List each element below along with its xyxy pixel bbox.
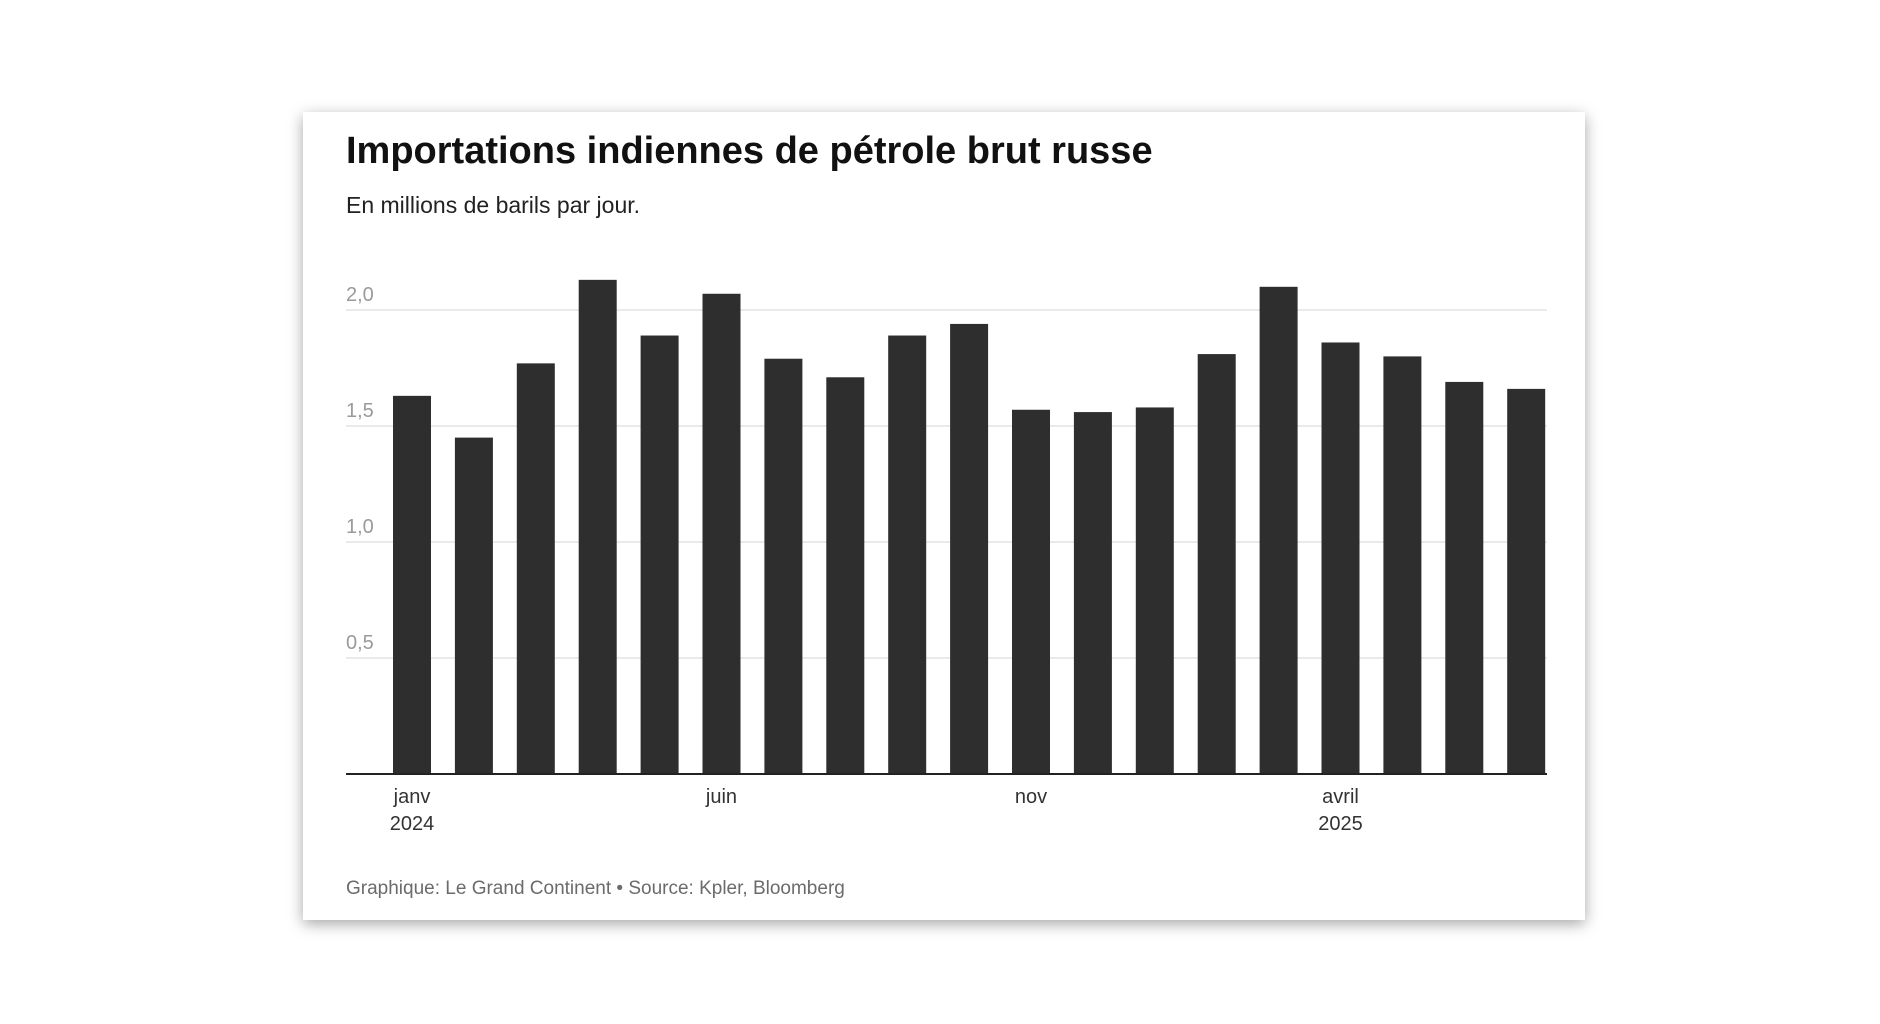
x-tick-label: juin (705, 786, 737, 808)
bar-2024-06 (702, 293, 741, 774)
bar-2024-03 (516, 363, 555, 774)
x-tick-label: nov (1015, 786, 1047, 808)
bar-chart: 0,5 1,0 1,5 2,0 janv 2024 juin nov avril 2025 (346, 279, 1547, 835)
bar-2025-06 (1445, 381, 1484, 774)
bar-2024-09 (888, 335, 927, 774)
chart-source: Graphique: Le Grand Continent • Source: … (346, 878, 845, 899)
y-tick-label: 2,0 (346, 284, 374, 306)
bar-2024-07 (764, 358, 803, 774)
x-tick-label: 2025 (1318, 813, 1363, 835)
bar-2025-04 (1321, 342, 1360, 774)
bar-2024-01 (393, 395, 431, 774)
bar-2025-05 (1383, 356, 1422, 774)
chart-title: Importations indiennes de pétrole brut r… (346, 130, 1153, 172)
bar-2024-04 (578, 279, 617, 774)
bar-2024-12 (1073, 412, 1112, 774)
bar-2025-07 (1507, 388, 1546, 774)
y-tick-label: 1,5 (346, 400, 374, 422)
bar-2024-10 (950, 323, 989, 774)
y-axis-ticks: 0,5 1,0 1,5 2,0 (346, 284, 374, 654)
bar-2025-01 (1135, 407, 1174, 774)
chart-card: Importations indiennes de pétrole brut r… (303, 112, 1585, 920)
bar-2025-03 (1259, 286, 1298, 774)
bar-2024-02 (454, 437, 493, 774)
chart-subtitle: En millions de barils par jour. (346, 192, 641, 218)
x-tick-label: janv (393, 786, 431, 808)
x-tick-label: avril (1322, 786, 1359, 808)
bar-2024-08 (826, 377, 865, 774)
y-tick-label: 0,5 (346, 632, 374, 654)
y-tick-label: 1,0 (346, 516, 374, 538)
bar-2024-11 (1012, 409, 1050, 774)
x-tick-label: 2024 (390, 813, 435, 835)
bar-2025-02 (1197, 354, 1236, 774)
bar-2024-05 (640, 335, 679, 774)
bars (393, 279, 1546, 774)
x-axis-ticks: janv 2024 juin nov avril 2025 (390, 786, 1363, 835)
